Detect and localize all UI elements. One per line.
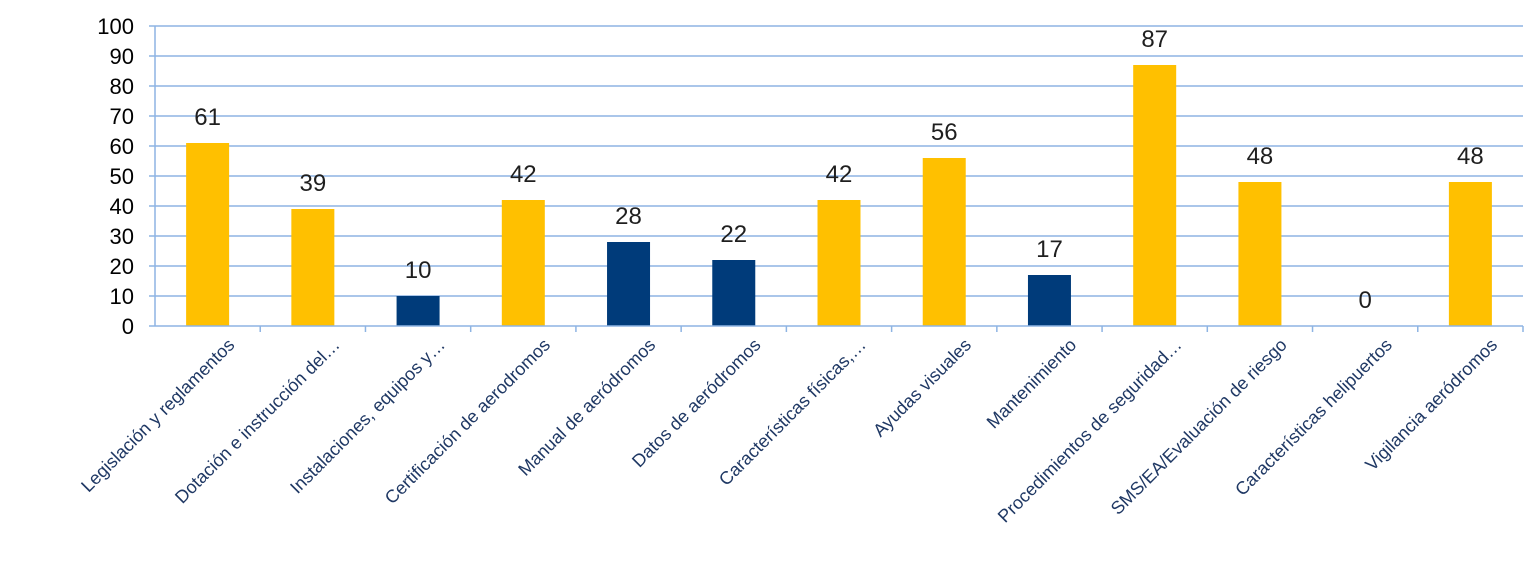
data-label: 56 [931,119,958,146]
y-tick-label: 40 [110,194,134,219]
x-tick-label: SMS/EA/Evaluación de riesgo [1107,335,1291,519]
x-tick-label: Mantenimiento [983,335,1081,433]
bar [186,143,230,326]
data-label: 48 [1247,143,1274,170]
y-tick-label: 70 [110,104,134,129]
bar [922,158,966,326]
y-tick-label: 20 [110,254,134,279]
bar [1027,275,1071,326]
y-tick-label: 90 [110,44,134,69]
y-tick-label: 80 [110,74,134,99]
y-tick-label: 100 [97,14,134,39]
y-tick-label: 10 [110,284,134,309]
bar [501,200,545,326]
gridlines [155,25,1523,297]
bar [291,209,335,326]
data-label: 0 [1358,287,1371,314]
data-label: 28 [615,203,642,230]
data-label: 22 [720,221,747,248]
y-tick-label: 60 [110,134,134,159]
y-tick-label: 30 [110,224,134,249]
bar [1238,182,1282,326]
x-tick-label: Procedimientos de seguridad… [994,335,1186,527]
x-tick-label: Certificación de aerodromos [381,335,554,508]
bar [396,296,440,326]
data-label: 42 [510,161,537,188]
x-tick-label: Ayudas visuales [869,335,975,441]
data-label: 10 [405,257,432,284]
bar [1133,65,1177,326]
data-label: 42 [826,161,853,188]
y-tick-label: 50 [110,164,134,189]
data-label: 17 [1036,236,1063,263]
data-label: 87 [1141,26,1168,53]
bars [186,65,1492,326]
y-tick-label: 0 [122,314,134,339]
bar [1448,182,1492,326]
x-tick-label: Dotación e instrucción del… [171,335,344,508]
bar [817,200,861,326]
bar [607,242,651,326]
data-label: 48 [1457,143,1484,170]
data-label: 39 [299,170,326,197]
bar [712,260,756,326]
y-axis: 0 10 20 30 40 50 60 70 80 90 100 [97,14,156,339]
data-label: 61 [194,104,221,131]
data-labels: 61 39 10 42 28 22 42 56 17 87 48 0 48 [194,26,1483,314]
